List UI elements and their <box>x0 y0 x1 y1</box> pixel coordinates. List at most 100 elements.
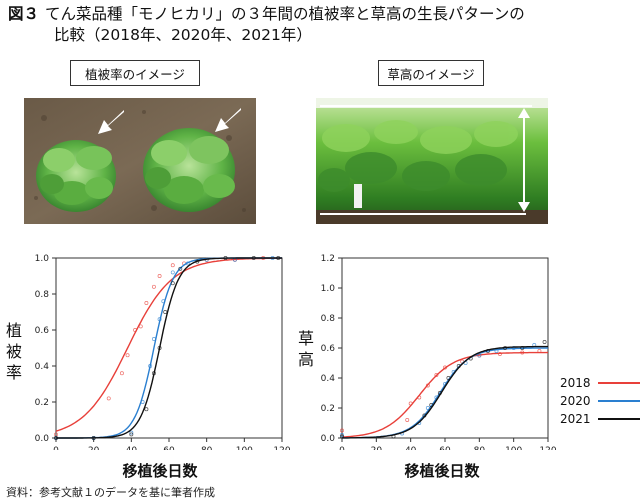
legend-item-2021: 2021 <box>560 410 640 428</box>
data-point-2018 <box>405 418 410 422</box>
data-point-2021 <box>195 259 200 264</box>
data-point-2018 <box>138 324 143 329</box>
data-point-2018 <box>54 432 58 437</box>
height-chart: 0 20 40 60 80 100 120 0.0 0.2 0.4 0.6 0.8 1.0 1.2 <box>321 254 557 450</box>
data-point-2021 <box>485 349 490 353</box>
x-tick-label: 20 <box>88 446 100 450</box>
legend-label-2018: 2018 <box>560 376 591 390</box>
data-point-2021 <box>437 391 442 395</box>
data-point-2021 <box>157 346 162 350</box>
figure-title: 図３ てん菜品種「モノヒカリ」の３年間の植被率と草高の生長パターンの 比較（201… <box>8 4 628 46</box>
data-point-2021 <box>429 403 434 407</box>
data-point-2018 <box>157 274 162 278</box>
data-point-2018 <box>408 401 413 406</box>
data-point-2018 <box>520 350 525 355</box>
y-tick-label: 0.4 <box>321 374 336 384</box>
data-point-2021 <box>251 256 256 260</box>
legend-swatch-2020 <box>598 400 640 402</box>
y-tick-label: 0.0 <box>321 434 336 444</box>
data-point-2018 <box>425 383 430 388</box>
data-point-2020 <box>140 400 145 404</box>
data-point-2020 <box>129 430 134 435</box>
data-point-2020 <box>494 349 499 353</box>
series-line-2018 <box>55 257 282 432</box>
x-tick-label: 40 <box>405 446 417 450</box>
panel-label-coverage: 植被率のイメージ <box>70 60 200 86</box>
x-tick-label: 0 <box>53 446 59 450</box>
y-tick-label: 0.4 <box>35 362 50 372</box>
y-tick-label: 0.8 <box>321 314 336 324</box>
legend: 2018 2020 2021 <box>560 374 640 428</box>
data-point-2021 <box>340 434 344 439</box>
arrow-icon <box>98 108 241 134</box>
data-point-2020 <box>151 337 156 341</box>
data-point-2018 <box>497 352 502 356</box>
y-tick-label: 0.8 <box>35 290 50 300</box>
series-line-2018 <box>341 351 549 438</box>
y-tick-label: 0.0 <box>35 434 50 444</box>
x-tick-label: 100 <box>236 446 253 450</box>
legend-label-2021: 2021 <box>560 412 591 426</box>
data-point-2018 <box>443 365 447 370</box>
data-point-2021 <box>170 281 175 286</box>
data-point-2020 <box>477 353 482 358</box>
data-point-2020 <box>161 299 166 304</box>
figure-number: 図３ <box>8 5 40 23</box>
height-x-axis-label: 移植後日数 <box>404 462 480 480</box>
plant-left <box>36 140 116 212</box>
data-point-2020 <box>170 270 175 275</box>
data-point-2020 <box>511 346 516 350</box>
data-point-2018 <box>125 353 130 358</box>
y-tick-label: 0.6 <box>35 326 50 336</box>
plant-right <box>143 128 235 212</box>
coverage-photo <box>24 98 256 224</box>
data-point-2021 <box>163 310 168 314</box>
data-point-2018 <box>144 301 149 305</box>
data-point-2018 <box>340 428 344 433</box>
data-point-2021 <box>391 434 396 439</box>
panel-label-height: 草高のイメージ <box>378 60 484 86</box>
x-tick-label: 80 <box>201 446 213 450</box>
height-photo <box>316 98 548 224</box>
y-tick-label: 1.2 <box>321 254 335 264</box>
coverage-x-axis-label: 移植後日数 <box>122 462 198 480</box>
data-point-2018 <box>106 396 111 401</box>
data-point-2021 <box>422 413 427 418</box>
data-point-2018 <box>151 284 156 289</box>
data-point-2021 <box>468 356 473 361</box>
x-tick-label: 60 <box>163 446 175 450</box>
data-point-2018 <box>417 395 422 400</box>
x-tick-label: 0 <box>339 446 345 450</box>
data-point-2021 <box>542 340 547 344</box>
y-tick-label: 0.6 <box>321 344 336 354</box>
data-point-2021 <box>151 371 156 376</box>
title-line1: てん菜品種「モノヒカリ」の３年間の植被率と草高の生長パターンの <box>45 5 525 23</box>
height-y-axis-label-text: 草高 <box>297 329 314 369</box>
legend-item-2020: 2020 <box>560 392 640 410</box>
data-point-2021 <box>91 436 96 440</box>
legend-item-2018: 2018 <box>560 374 640 392</box>
data-point-2020 <box>148 364 153 368</box>
data-point-2020 <box>157 317 162 322</box>
data-point-2020 <box>425 406 430 410</box>
legend-swatch-2018 <box>598 382 640 384</box>
data-point-2018 <box>119 371 124 376</box>
data-point-2018 <box>170 263 175 268</box>
height-y-axis-label: 草高 <box>296 328 316 370</box>
data-point-2018 <box>434 373 439 377</box>
data-point-2020 <box>340 433 344 437</box>
height-arrow-icon <box>320 105 532 215</box>
y-tick-label: 1.0 <box>321 284 336 294</box>
data-point-2021 <box>276 256 281 260</box>
data-point-2021 <box>54 436 58 440</box>
x-tick-label: 40 <box>126 446 138 450</box>
y-tick-label: 1.0 <box>35 254 50 264</box>
x-tick-label: 20 <box>371 446 383 450</box>
data-point-2018 <box>133 328 138 332</box>
x-tick-label: 120 <box>273 446 290 450</box>
x-tick-label: 80 <box>474 446 486 450</box>
data-point-2021 <box>520 346 525 350</box>
data-point-2021 <box>144 407 149 412</box>
x-tick-label: 100 <box>505 446 522 450</box>
data-point-2021 <box>456 364 461 368</box>
